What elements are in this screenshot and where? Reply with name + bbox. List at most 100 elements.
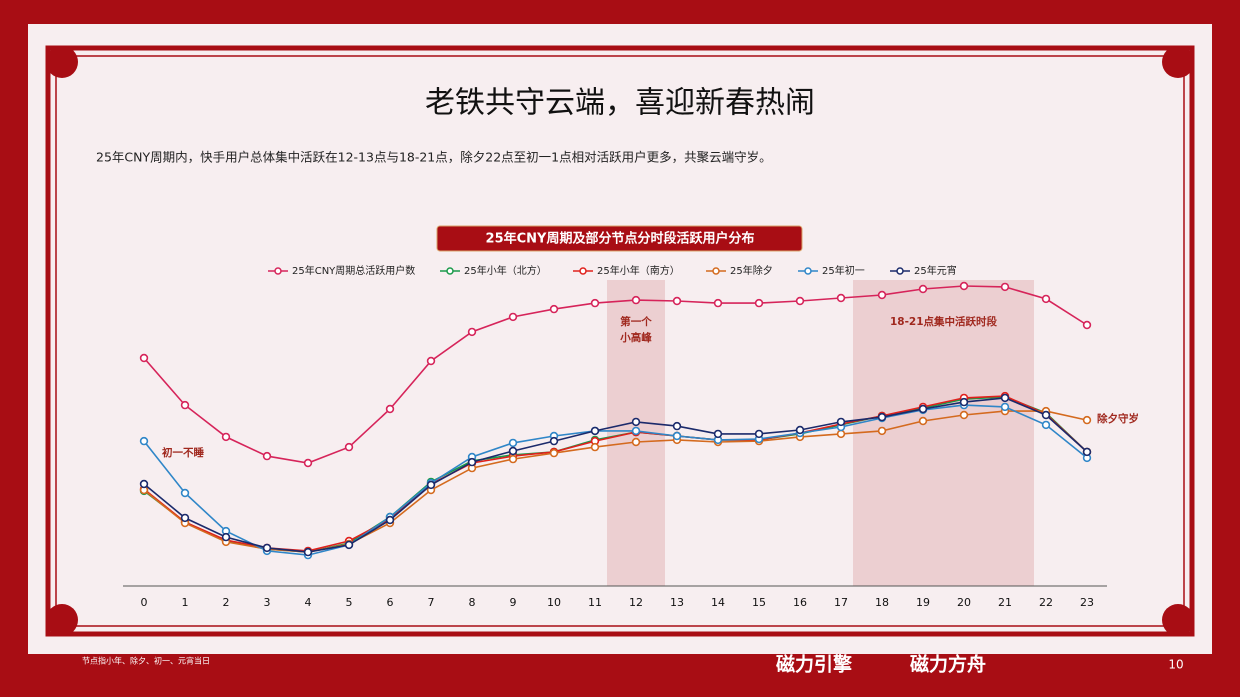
highlight-label: 第一个	[620, 315, 652, 328]
point	[303, 458, 313, 468]
logo: 磁力引擎	[776, 653, 852, 676]
x-tick-label: 2	[223, 596, 230, 609]
point	[1041, 294, 1051, 304]
series-line	[143, 397, 1088, 553]
point	[631, 426, 641, 436]
series-line	[143, 285, 1088, 464]
legend-label: 25年CNY周期总活跃用户数	[292, 264, 415, 277]
legend-label: 25年元宵	[914, 264, 957, 277]
point	[180, 400, 190, 410]
x-tick-label: 12	[629, 596, 643, 609]
x-tick-label: 22	[1039, 596, 1053, 609]
point	[959, 281, 969, 291]
point	[1082, 415, 1092, 425]
point	[1000, 393, 1010, 403]
legend-marker	[804, 267, 812, 275]
point	[385, 404, 395, 414]
x-tick-label: 13	[670, 596, 684, 609]
point	[590, 442, 600, 452]
corner-ornaments	[46, 46, 1194, 636]
x-tick-label: 7	[428, 596, 435, 609]
point	[303, 547, 313, 557]
x-tick-label: 19	[916, 596, 930, 609]
point	[877, 426, 887, 436]
point	[836, 417, 846, 427]
point	[508, 446, 518, 456]
point	[262, 451, 272, 461]
point	[672, 296, 682, 306]
x-tick-label: 4	[305, 596, 312, 609]
point	[877, 290, 887, 300]
point	[180, 488, 190, 498]
point	[754, 298, 764, 308]
footnote: 节点指小年、除夕、初一、元宵当日	[82, 656, 210, 666]
annotation: 初一不睡	[162, 446, 204, 459]
point	[590, 298, 600, 308]
point	[549, 304, 559, 314]
point	[1041, 410, 1051, 420]
subtitle: 25年CNY周期内，快手用户总体集中活跃在12-13点与18-21点，除夕22点…	[96, 150, 772, 165]
point	[221, 532, 231, 542]
frame-inner	[55, 55, 1185, 627]
annotation: 除夕守岁	[1097, 412, 1139, 425]
point	[918, 284, 928, 294]
legend-marker	[274, 267, 282, 275]
point	[180, 513, 190, 523]
point	[467, 457, 477, 467]
point	[385, 515, 395, 525]
legend-marker	[446, 267, 454, 275]
point	[549, 448, 559, 458]
legend-label: 25年小年（北方）	[464, 264, 547, 277]
point	[795, 425, 805, 435]
legend-marker	[896, 267, 904, 275]
point	[139, 353, 149, 363]
title: 老铁共守云端，喜迎新春热闹	[425, 86, 815, 121]
x-tick-label: 17	[834, 596, 848, 609]
point	[959, 410, 969, 420]
x-tick-label: 15	[752, 596, 766, 609]
chart-title-banner	[436, 225, 803, 252]
x-tick-label: 14	[711, 596, 725, 609]
point	[590, 426, 600, 436]
highlight-label: 18-21点集中活跃时段	[890, 315, 998, 328]
x-tick-label: 6	[387, 596, 394, 609]
point	[918, 416, 928, 426]
point	[139, 436, 149, 446]
point	[918, 404, 928, 414]
point	[221, 432, 231, 442]
frame	[45, 45, 1195, 637]
logo: 磁力方舟	[910, 653, 986, 676]
point	[508, 312, 518, 322]
x-tick-label: 1	[182, 596, 189, 609]
point	[713, 429, 723, 439]
legend-label: 25年初一	[822, 264, 865, 277]
point	[1041, 420, 1051, 430]
point	[426, 480, 436, 490]
x-tick-label: 3	[264, 596, 271, 609]
point	[262, 543, 272, 553]
point	[426, 356, 436, 366]
x-tick-label: 9	[510, 596, 517, 609]
x-tick-label: 8	[469, 596, 476, 609]
point	[1000, 282, 1010, 292]
x-tick-label: 23	[1080, 596, 1094, 609]
point	[959, 397, 969, 407]
legend-label: 25年小年（南方）	[597, 264, 680, 277]
x-tick-label: 0	[141, 596, 148, 609]
point	[713, 298, 723, 308]
point	[631, 295, 641, 305]
point	[631, 437, 641, 447]
point	[508, 454, 518, 464]
series-line	[143, 404, 1088, 556]
point	[344, 442, 354, 452]
point	[672, 421, 682, 431]
point	[139, 479, 149, 489]
point	[877, 412, 887, 422]
point	[1000, 402, 1010, 412]
x-tick-label: 5	[346, 596, 353, 609]
point	[467, 327, 477, 337]
point	[1082, 447, 1092, 457]
point	[508, 438, 518, 448]
x-tick-label: 16	[793, 596, 807, 609]
series-line	[143, 395, 1088, 552]
